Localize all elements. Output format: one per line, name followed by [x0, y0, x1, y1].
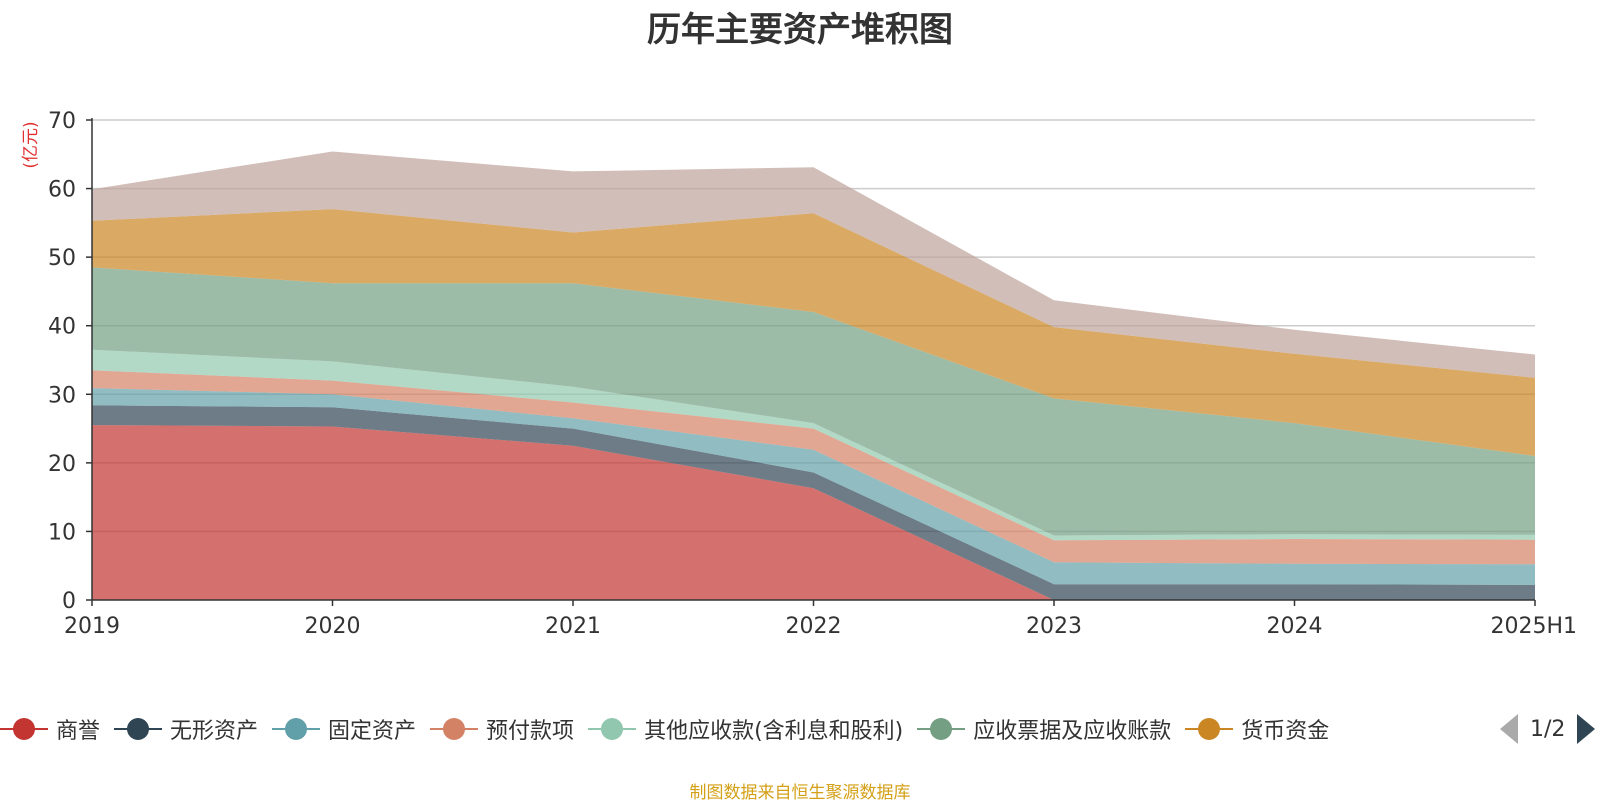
legend-label: 固定资产 [328, 719, 417, 744]
x-tick-label: 2021 [545, 614, 601, 639]
legend-label: 商誉 [56, 719, 101, 744]
source-note: 制图数据来自恒生聚源数据库 [689, 783, 911, 803]
legend-item[interactable]: 无形资产 [114, 713, 258, 745]
legend-label: 预付款项 [486, 719, 575, 744]
area-series-5 [92, 267, 1535, 536]
legend-marker-icon [114, 717, 163, 741]
legend-marker-icon [917, 717, 966, 741]
y-axis-label: (亿元) [21, 121, 41, 168]
x-tick-label: 2023 [1026, 614, 1082, 639]
area-series-7 [92, 151, 1535, 378]
y-tick-label: 20 [48, 452, 76, 477]
area-series [92, 151, 1535, 600]
legend-marker-icon [588, 717, 637, 741]
legend-item[interactable]: 商誉 [0, 713, 100, 745]
legend-item[interactable]: 其他应收款(含利息和股利) [588, 713, 903, 745]
area-series-2 [92, 388, 1535, 585]
chart-plot: 0 10 20 30 40 50 60 70 2019 2020 2021 2022 2023 2024 2… [21, 109, 1577, 639]
x-tick-label: 2024 [1267, 614, 1323, 639]
area-series-4 [92, 349, 1535, 541]
y-tick-label: 40 [48, 315, 76, 340]
y-tick-label: 0 [62, 589, 76, 614]
chart-title: 历年主要资产堆积图 [647, 10, 953, 50]
legend-marker-icon [272, 717, 321, 741]
legend: 商誉 无形资产 固定资产 预付款项 其他应收款(含利息和股利) 应收票据及应收账款 货币资金 [0, 712, 1343, 746]
legend-label: 货币资金 [1241, 719, 1330, 744]
y-tick-label: 10 [48, 520, 76, 545]
legend-label: 应收票据及应收账款 [973, 719, 1172, 744]
legend-item[interactable]: 预付款项 [430, 713, 574, 745]
triangle-left-icon[interactable] [1500, 714, 1518, 744]
legend-page-indicator: 1/2 [1530, 716, 1566, 742]
area-series-0 [92, 425, 1535, 600]
y-tick-label: 60 [48, 178, 76, 203]
legend-marker-icon [1185, 717, 1234, 741]
y-tick-label: 50 [48, 246, 76, 271]
legend-marker-icon [430, 717, 479, 741]
y-tick-label: 30 [48, 383, 76, 408]
legend-label: 其他应收款(含利息和股利) [644, 719, 904, 744]
legend-item[interactable]: 应收票据及应收账款 [917, 713, 1171, 745]
legend-item[interactable]: 货币资金 [1185, 713, 1329, 745]
area-series-3 [92, 370, 1535, 565]
area-series-1 [92, 405, 1535, 600]
x-tick-label: 2022 [786, 614, 842, 639]
legend-marker-icon [0, 717, 48, 741]
y-tick-label: 70 [48, 109, 76, 134]
axes: 0 10 20 30 40 50 60 70 2019 2020 2021 2022 2023 2024 2… [21, 109, 1577, 639]
x-tick-label: 2019 [64, 614, 120, 639]
legend-item[interactable]: 固定资产 [272, 713, 416, 745]
legend-label: 无形资产 [170, 719, 259, 744]
area-series-6 [92, 209, 1535, 456]
x-tick-label: 2025H1 [1490, 614, 1577, 639]
legend-pager: 1/2 [1500, 712, 1596, 746]
x-tick-label: 2020 [305, 614, 361, 639]
triangle-right-icon[interactable] [1577, 714, 1596, 744]
